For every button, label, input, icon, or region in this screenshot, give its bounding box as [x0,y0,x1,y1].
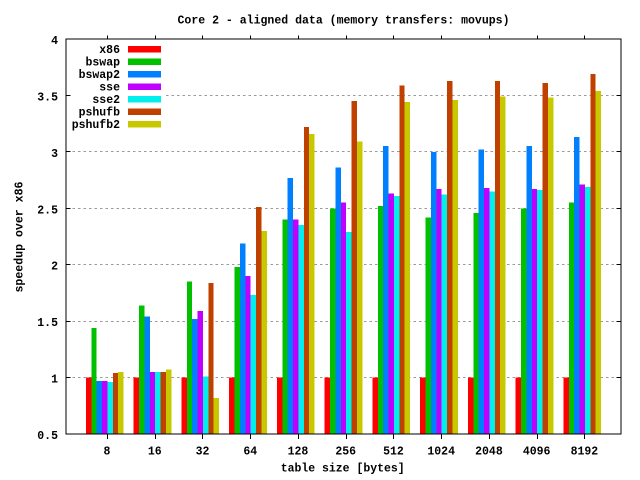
svg-text:1: 1 [51,374,58,387]
svg-text:0.5: 0.5 [37,430,58,443]
svg-text:128: 128 [288,446,309,459]
svg-text:32: 32 [196,446,210,459]
svg-text:1.5: 1.5 [37,317,58,330]
svg-text:bswap2: bswap2 [79,69,121,82]
svg-text:4: 4 [51,35,58,48]
svg-text:x86: x86 [99,44,120,57]
svg-text:3.5: 3.5 [37,91,58,104]
svg-text:2048: 2048 [475,446,503,459]
svg-text:pshufb: pshufb [79,106,121,119]
svg-text:table size [bytes]: table size [bytes] [281,463,405,476]
svg-text:512: 512 [383,446,404,459]
svg-text:Core 2 - aligned data (memory: Core 2 - aligned data (memory transfers:… [178,15,510,28]
svg-text:speedup over x86: speedup over x86 [14,181,27,292]
svg-text:4096: 4096 [523,446,551,459]
svg-text:2.5: 2.5 [37,204,58,217]
svg-text:256: 256 [335,446,356,459]
svg-text:1024: 1024 [427,446,455,459]
svg-text:8: 8 [104,446,111,459]
svg-text:8192: 8192 [571,446,599,459]
svg-text:2: 2 [51,261,58,274]
svg-text:sse: sse [99,81,120,94]
svg-text:pshufb2: pshufb2 [72,119,120,132]
svg-text:64: 64 [243,446,257,459]
svg-text:bswap: bswap [85,56,120,69]
svg-text:3: 3 [51,148,58,161]
svg-text:sse2: sse2 [92,94,120,107]
svg-text:16: 16 [148,446,162,459]
